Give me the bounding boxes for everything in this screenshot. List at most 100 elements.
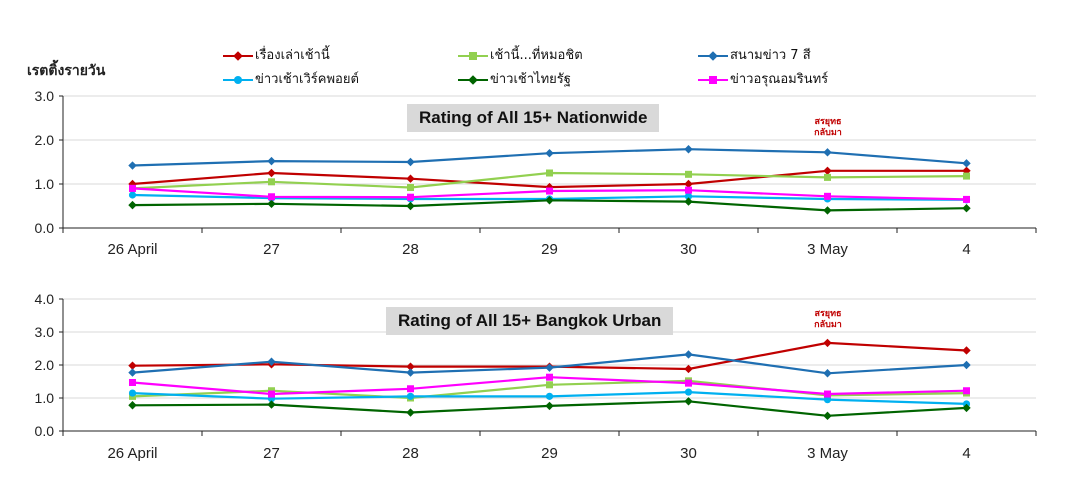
legend-swatch (223, 74, 253, 86)
data-point (267, 400, 276, 409)
data-point (684, 364, 693, 374)
data-point (128, 191, 137, 199)
y-tick-label: 0.0 (35, 220, 55, 236)
data-point (824, 390, 831, 398)
x-tick-label: 30 (680, 241, 697, 258)
legend-item: เรื่องเล่าเช้านี้ (223, 44, 330, 65)
data-point (545, 401, 554, 411)
y-tick-label: 4.0 (35, 291, 55, 307)
panel-2-annotation: สรยุทธ กลับมา (814, 309, 842, 330)
x-tick-label: 28 (402, 241, 419, 258)
data-point (128, 200, 137, 210)
legend-swatch (223, 50, 253, 62)
x-tick-label: 29 (541, 445, 558, 462)
legend-label: ข่าวเช้าเวิร์คพอยต์ (255, 72, 359, 87)
legend-label: ข่าวอรุณอมรินทร์ (730, 72, 829, 87)
x-tick-label: 26 April (107, 241, 157, 258)
y-tick-label: 3.0 (35, 324, 55, 340)
data-point (545, 363, 554, 372)
legend-label: เรื่องเล่าเช้านี้ (255, 48, 330, 63)
y-tick-label: 2.0 (35, 357, 55, 373)
legend-label: ข่าวเช้าไทยรัฐ (490, 72, 571, 87)
data-point (684, 197, 693, 206)
data-point (823, 148, 832, 157)
legend-item: เช้านี้...ที่หมอชิต (458, 44, 583, 65)
data-point (267, 156, 276, 166)
data-point (824, 173, 831, 181)
x-tick-label: 29 (541, 241, 558, 258)
data-point (128, 161, 137, 170)
data-point (963, 172, 970, 180)
legend-swatch (698, 74, 728, 86)
data-point (823, 396, 832, 404)
data-point (823, 206, 832, 215)
data-point (684, 179, 693, 189)
data-point (128, 179, 137, 189)
data-point (546, 373, 553, 381)
data-point (406, 392, 415, 400)
data-point (128, 361, 137, 370)
legend-swatch (458, 74, 488, 86)
legend-item: ข่าวอรุณอมรินทร์ (698, 68, 828, 89)
data-point (545, 392, 554, 400)
data-point (685, 170, 692, 178)
x-tick-label: 4 (962, 241, 970, 258)
x-tick-label: 3 May (807, 241, 848, 258)
y-axis-label: เรตติ้งรายวัน (27, 63, 106, 79)
data-point (545, 149, 554, 158)
data-point (546, 187, 553, 195)
data-point (962, 204, 971, 213)
data-point (407, 184, 414, 192)
data-point (128, 401, 137, 410)
data-point (407, 385, 414, 393)
data-point (129, 378, 136, 386)
data-point (406, 362, 415, 371)
y-tick-label: 3.0 (35, 88, 55, 104)
data-point (684, 145, 693, 154)
panel-1-title: Rating of All 15+ Nationwide (407, 104, 660, 132)
y-tick-label: 1.0 (35, 176, 55, 192)
data-point (823, 369, 832, 378)
data-point (267, 199, 276, 208)
data-point (407, 193, 414, 201)
data-point (268, 193, 275, 201)
data-point (962, 159, 971, 168)
data-point (406, 408, 415, 417)
data-point (823, 411, 832, 421)
data-point (684, 397, 693, 406)
data-point (823, 338, 832, 348)
data-point (684, 388, 693, 396)
x-tick-label: 27 (263, 241, 280, 258)
legend-item: ข่าวเช้าไทยรัฐ (458, 68, 571, 89)
x-tick-label: 30 (680, 445, 697, 462)
data-point (546, 381, 553, 389)
legend-item: สนามข่าว 7 สี (698, 44, 811, 65)
legend-swatch (458, 50, 488, 62)
data-point (962, 346, 971, 355)
y-tick-label: 1.0 (35, 390, 55, 406)
data-point (267, 357, 276, 366)
data-point (685, 186, 692, 194)
data-point (406, 368, 415, 377)
x-tick-label: 27 (263, 445, 280, 462)
data-point (268, 178, 275, 186)
data-point (962, 403, 971, 413)
x-tick-label: 4 (962, 445, 970, 462)
legend-item: ข่าวเช้าเวิร์คพอยต์ (223, 68, 359, 89)
data-point (823, 166, 832, 175)
data-point (128, 389, 137, 397)
data-point (406, 157, 415, 167)
data-point (546, 169, 553, 177)
x-tick-label: 3 May (807, 445, 848, 462)
data-point (824, 192, 831, 200)
data-point (406, 174, 415, 183)
data-point (268, 390, 275, 398)
data-point (129, 184, 136, 192)
data-point (128, 368, 137, 377)
data-point (684, 350, 693, 359)
y-tick-label: 2.0 (35, 132, 55, 148)
data-point (545, 196, 554, 205)
data-point (963, 195, 970, 203)
